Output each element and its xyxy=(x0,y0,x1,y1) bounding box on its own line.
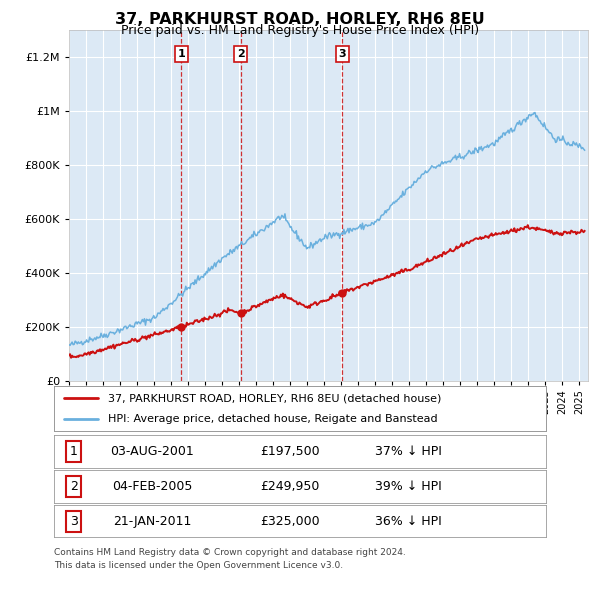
Text: 21-JAN-2011: 21-JAN-2011 xyxy=(113,514,191,528)
Text: 37% ↓ HPI: 37% ↓ HPI xyxy=(375,445,442,458)
Text: 36% ↓ HPI: 36% ↓ HPI xyxy=(375,514,442,528)
Text: 03-AUG-2001: 03-AUG-2001 xyxy=(110,445,194,458)
Text: Contains HM Land Registry data © Crown copyright and database right 2024.: Contains HM Land Registry data © Crown c… xyxy=(54,548,406,557)
Text: 39% ↓ HPI: 39% ↓ HPI xyxy=(375,480,442,493)
Text: 37, PARKHURST ROAD, HORLEY, RH6 8EU (detached house): 37, PARKHURST ROAD, HORLEY, RH6 8EU (det… xyxy=(108,394,442,404)
Text: HPI: Average price, detached house, Reigate and Banstead: HPI: Average price, detached house, Reig… xyxy=(108,414,438,424)
Text: 04-FEB-2005: 04-FEB-2005 xyxy=(112,480,193,493)
Text: 3: 3 xyxy=(338,49,346,59)
Text: 37, PARKHURST ROAD, HORLEY, RH6 8EU: 37, PARKHURST ROAD, HORLEY, RH6 8EU xyxy=(115,12,485,27)
Text: 2: 2 xyxy=(237,49,245,59)
Text: £325,000: £325,000 xyxy=(260,514,320,528)
Text: This data is licensed under the Open Government Licence v3.0.: This data is licensed under the Open Gov… xyxy=(54,561,343,570)
Text: £249,950: £249,950 xyxy=(260,480,320,493)
Text: Price paid vs. HM Land Registry's House Price Index (HPI): Price paid vs. HM Land Registry's House … xyxy=(121,24,479,37)
Text: £197,500: £197,500 xyxy=(260,445,320,458)
Text: 1: 1 xyxy=(70,445,77,458)
Text: 2: 2 xyxy=(70,480,77,493)
Text: 1: 1 xyxy=(178,49,185,59)
Text: 3: 3 xyxy=(70,514,77,528)
